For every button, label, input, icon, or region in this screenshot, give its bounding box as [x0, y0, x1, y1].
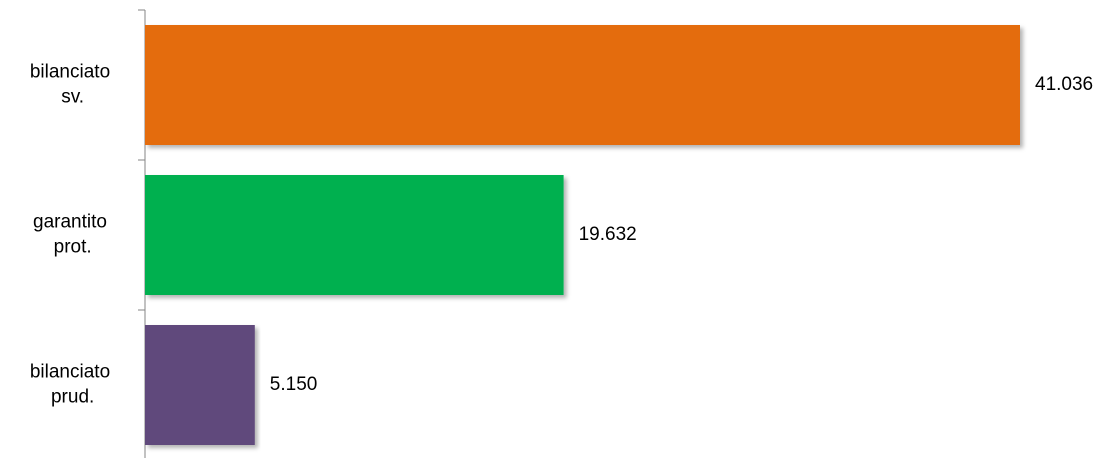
bar	[145, 175, 564, 295]
data-label: 5.150	[270, 374, 318, 395]
data-label: 19.632	[579, 224, 637, 245]
data-label: 41.036	[1035, 74, 1093, 95]
category-label: bilanciato sv.	[30, 62, 110, 108]
category-label: garantito prot.	[33, 212, 107, 258]
category-label: bilanciato prud.	[30, 362, 110, 408]
bar	[145, 325, 255, 445]
bar	[145, 25, 1020, 145]
